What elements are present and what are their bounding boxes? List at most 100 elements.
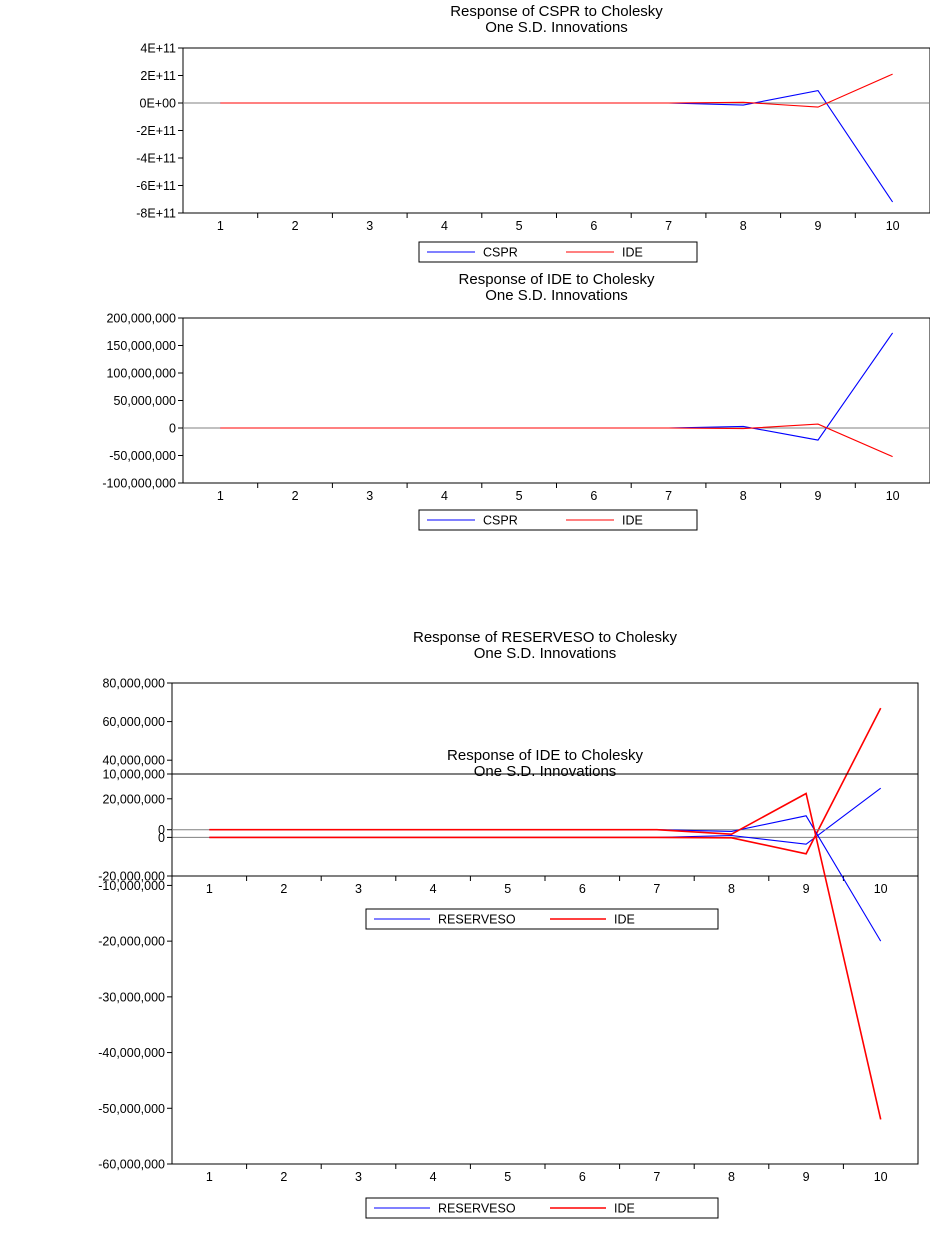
legend-box [418, 509, 698, 531]
x-tick-label: 5 [516, 219, 523, 233]
legend-label: CSPR [483, 246, 518, 260]
y-tick-label: 0E+00 [140, 97, 177, 111]
y-tick-label: 0 [169, 422, 176, 436]
series-line-reserveso [209, 787, 882, 845]
x-tick-label: 2 [280, 882, 287, 896]
x-tick-label: 10 [874, 882, 888, 896]
chart-title: Response of IDE to Cholesky [447, 747, 643, 764]
x-tick-label: 8 [740, 219, 747, 233]
x-tick-label: 9 [803, 882, 810, 896]
x-tick-label: 8 [728, 1170, 735, 1184]
legend-box [418, 241, 698, 263]
x-tick-label: 4 [430, 1170, 437, 1184]
y-tick-label: 100,000,000 [106, 367, 176, 381]
y-tick-label: 4E+11 [140, 42, 176, 56]
legend-label: IDE [614, 1202, 635, 1216]
x-tick-label: 9 [803, 1170, 810, 1184]
legend-label: RESERVESO [438, 913, 516, 927]
x-tick-label: 10 [886, 219, 900, 233]
y-tick-label: 80,000,000 [102, 677, 165, 691]
y-tick-label: -100,000,000 [102, 477, 176, 491]
series-line-ide [209, 792, 882, 1120]
y-tick-label: -6E+11 [136, 179, 176, 193]
y-tick-label: 40,000,000 [102, 754, 165, 768]
y-tick-label: 150,000,000 [106, 339, 176, 353]
y-tick-label: -10,000,000 [98, 879, 165, 893]
legend-label: CSPR [483, 514, 518, 528]
chart-subtitle: One S.D. Innovations [485, 287, 628, 304]
x-tick-label: 4 [441, 219, 448, 233]
x-tick-label: 7 [653, 1170, 660, 1184]
y-tick-label: 50,000,000 [113, 394, 176, 408]
legend-box [365, 908, 719, 930]
x-tick-label: 5 [516, 489, 523, 503]
series-line-ide [220, 423, 893, 458]
y-tick-label: -60,000,000 [98, 1158, 165, 1172]
chart-subtitle: One S.D. Innovations [474, 763, 617, 780]
plot-frame [182, 47, 930, 214]
x-tick-label: 3 [355, 882, 362, 896]
legend-label: RESERVESO [438, 1202, 516, 1216]
y-tick-label: -8E+11 [136, 207, 176, 221]
x-tick-label: 5 [504, 1170, 511, 1184]
x-tick-label: 8 [728, 882, 735, 896]
chart-title: Response of CSPR to Cholesky [450, 3, 663, 20]
series-line-ide [220, 73, 893, 108]
legend: RESERVESO IDE [365, 1197, 719, 1219]
legend: CSPR IDE [418, 241, 698, 263]
y-tick-label: -40,000,000 [98, 1046, 165, 1060]
x-tick-label: 3 [366, 489, 373, 503]
x-tick-label: 10 [886, 489, 900, 503]
plot-frame [182, 317, 930, 484]
series-line-cspr [220, 89, 894, 203]
y-tick-label: -2E+11 [136, 124, 176, 138]
y-tick-label: 60,000,000 [102, 715, 165, 729]
x-tick-label: 1 [206, 1170, 213, 1184]
x-tick-label: 6 [579, 1170, 586, 1184]
x-tick-label: 1 [217, 219, 224, 233]
legend: RESERVESO IDE [365, 908, 719, 930]
chart-subtitle: One S.D. Innovations [474, 645, 617, 662]
chart-subtitle: One S.D. Innovations [485, 19, 628, 36]
y-tick-label: 2E+11 [140, 69, 176, 83]
y-tick-label: -4E+11 [136, 152, 176, 166]
x-tick-label: 7 [665, 489, 672, 503]
x-tick-label: 7 [665, 219, 672, 233]
y-tick-label: 20,000,000 [102, 792, 165, 806]
x-tick-label: 2 [280, 1170, 287, 1184]
y-tick-label: -30,000,000 [98, 990, 165, 1004]
x-tick-label: 9 [814, 219, 821, 233]
x-tick-label: 6 [579, 882, 586, 896]
y-tick-label: 200,000,000 [106, 312, 176, 326]
x-tick-label: 2 [292, 489, 299, 503]
x-tick-label: 3 [355, 1170, 362, 1184]
x-tick-label: 6 [590, 489, 597, 503]
x-tick-label: 4 [430, 882, 437, 896]
x-tick-label: 10 [874, 1170, 888, 1184]
series-line-ide [209, 707, 882, 855]
series-line-cspr [220, 332, 894, 441]
x-tick-label: 5 [504, 882, 511, 896]
legend-label: IDE [622, 246, 643, 260]
y-tick-label: -20,000,000 [98, 935, 165, 949]
plot-frame [171, 773, 919, 1165]
y-tick-label: 0 [158, 831, 165, 845]
y-tick-label: -50,000,000 [98, 1102, 165, 1116]
y-tick-label: -20,000,000 [98, 870, 165, 884]
x-tick-label: 9 [814, 489, 821, 503]
x-tick-label: 3 [366, 219, 373, 233]
chart-title: Response of RESERVESO to Cholesky [413, 629, 678, 646]
legend: CSPR IDE [418, 509, 698, 531]
legend-label: IDE [622, 514, 643, 528]
x-tick-label: 6 [590, 219, 597, 233]
x-tick-label: 7 [653, 882, 660, 896]
y-tick-label: 0 [158, 823, 165, 837]
legend-box [365, 1197, 719, 1219]
y-tick-label: 10,000,000 [102, 768, 165, 782]
x-tick-label: 1 [217, 489, 224, 503]
y-tick-label: -50,000,000 [109, 449, 176, 463]
